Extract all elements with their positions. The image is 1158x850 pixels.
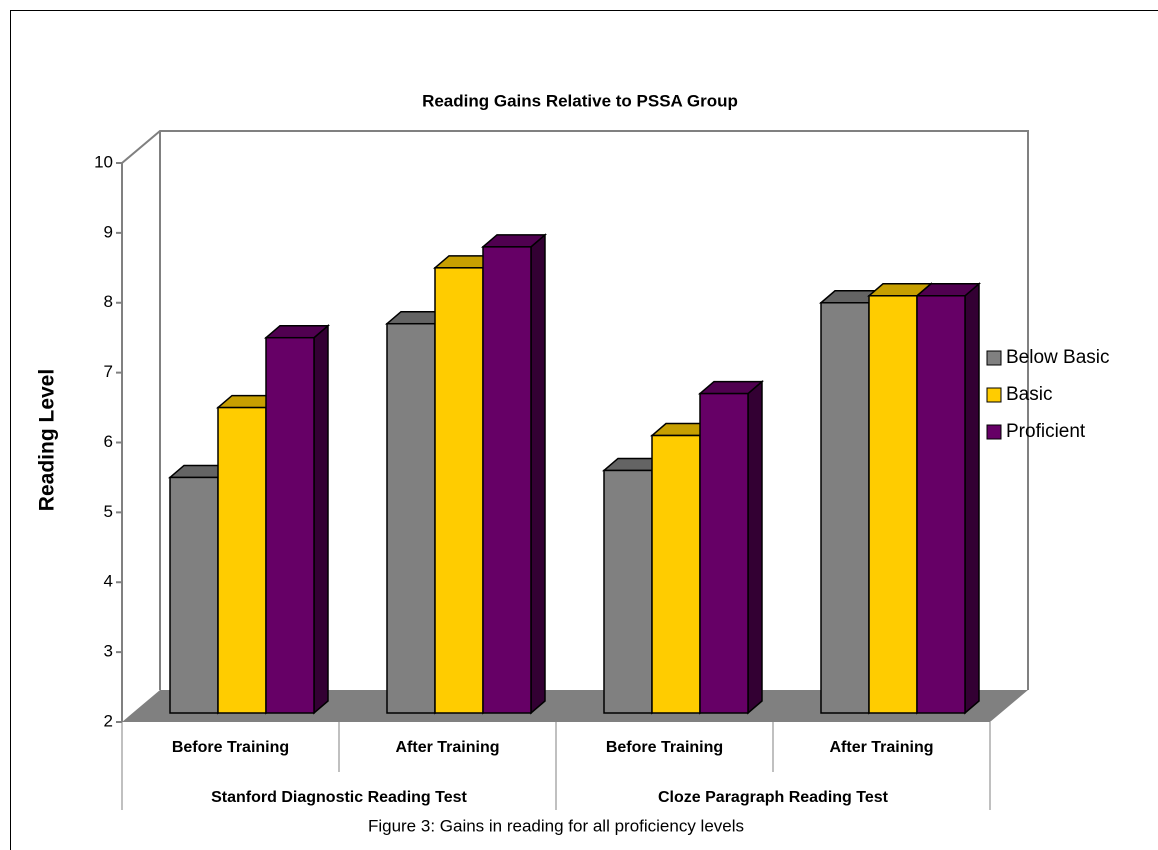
bar-front — [603, 469, 653, 714]
bar — [263, 324, 331, 715]
back-wall — [121, 130, 1029, 690]
bar-side — [964, 282, 980, 715]
y-tick-label: 10 — [94, 152, 113, 171]
chart-title: Reading Gains Relative to PSSA Group — [422, 91, 738, 110]
y-tick-label: 8 — [104, 292, 113, 311]
group-label: Cloze Paragraph Reading Test — [658, 789, 889, 806]
legend-swatch — [986, 350, 1002, 366]
x-tick-label: After Training — [395, 739, 499, 756]
y-tick-label: 9 — [104, 222, 113, 241]
legend-label: Proficient — [1006, 421, 1086, 442]
legend-swatch — [986, 387, 1002, 403]
legend-label: Basic — [1006, 384, 1052, 405]
bar-front — [651, 434, 701, 714]
bar — [914, 282, 982, 715]
bar-front — [169, 476, 219, 714]
bar-front — [482, 246, 532, 714]
floor — [122, 690, 1028, 722]
x-tick-label: Before Training — [606, 739, 723, 756]
bar-front — [820, 302, 870, 714]
y-tick-label: 3 — [104, 642, 113, 661]
y-tick-label: 7 — [104, 362, 113, 381]
bar — [697, 379, 765, 715]
bar-front — [217, 406, 267, 714]
y-tick-label: 2 — [104, 711, 113, 730]
x-tick-label: Before Training — [172, 739, 289, 756]
bar-front — [386, 322, 436, 714]
bar-side — [530, 233, 546, 715]
frame — [10, 10, 1158, 850]
y-tick-label: 5 — [104, 502, 113, 521]
bar-front — [868, 295, 918, 714]
bar-side — [747, 379, 763, 715]
x-tick-label: After Training — [829, 739, 933, 756]
group-label: Stanford Diagnostic Reading Test — [211, 789, 467, 806]
bar-side — [313, 324, 329, 715]
bar-front — [916, 295, 966, 714]
bar-front — [699, 392, 749, 714]
y-tick-label: 6 — [104, 432, 113, 451]
legend-swatch — [986, 424, 1002, 440]
bar-front — [265, 336, 315, 714]
caption: Figure 3: Gains in reading for all profi… — [368, 816, 744, 835]
legend-label: Below Basic — [1006, 347, 1110, 368]
bar-front — [434, 267, 484, 714]
bar — [480, 233, 548, 715]
bar — [818, 289, 886, 715]
y-axis-title: Reading Level — [36, 369, 59, 511]
y-tick-label: 4 — [104, 572, 113, 591]
